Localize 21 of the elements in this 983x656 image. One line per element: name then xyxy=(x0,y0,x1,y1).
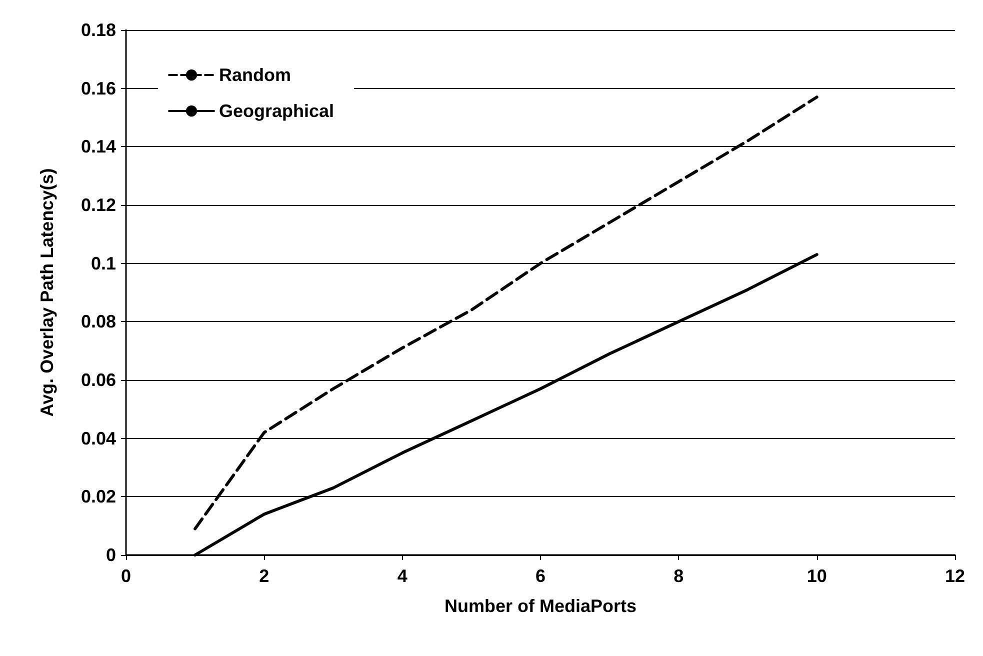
y-tick-label: 0 xyxy=(106,545,116,565)
y-tick-label: 0.02 xyxy=(80,486,116,507)
y-tick-label: 0.04 xyxy=(80,428,116,448)
y-tick-label: 0.12 xyxy=(80,195,116,215)
y-tick-label: 0.14 xyxy=(80,136,116,157)
x-tick-label: 2 xyxy=(259,566,270,586)
y-tick-label: 0.06 xyxy=(80,370,116,390)
x-tick-label: 12 xyxy=(944,566,966,586)
y-tick-label: 0.08 xyxy=(80,312,116,332)
x-tick-label: 0 xyxy=(120,566,132,586)
x-tick-label: 8 xyxy=(674,566,684,586)
legend-label: Geographical xyxy=(219,101,334,121)
y-tick-label: 0.18 xyxy=(80,20,116,40)
x-tick-label: 10 xyxy=(806,566,827,586)
y-tick-label: 0.1 xyxy=(90,253,116,274)
legend-label: Random xyxy=(219,65,291,85)
x-axis-title: Number of MediaPorts xyxy=(444,596,637,616)
y-axis-title: Avg. Overlay Path Latency(s) xyxy=(37,168,57,417)
y-tick-label: 0.16 xyxy=(80,78,116,98)
x-tick-label: 4 xyxy=(397,566,408,586)
x-tick-label: 6 xyxy=(535,566,546,586)
